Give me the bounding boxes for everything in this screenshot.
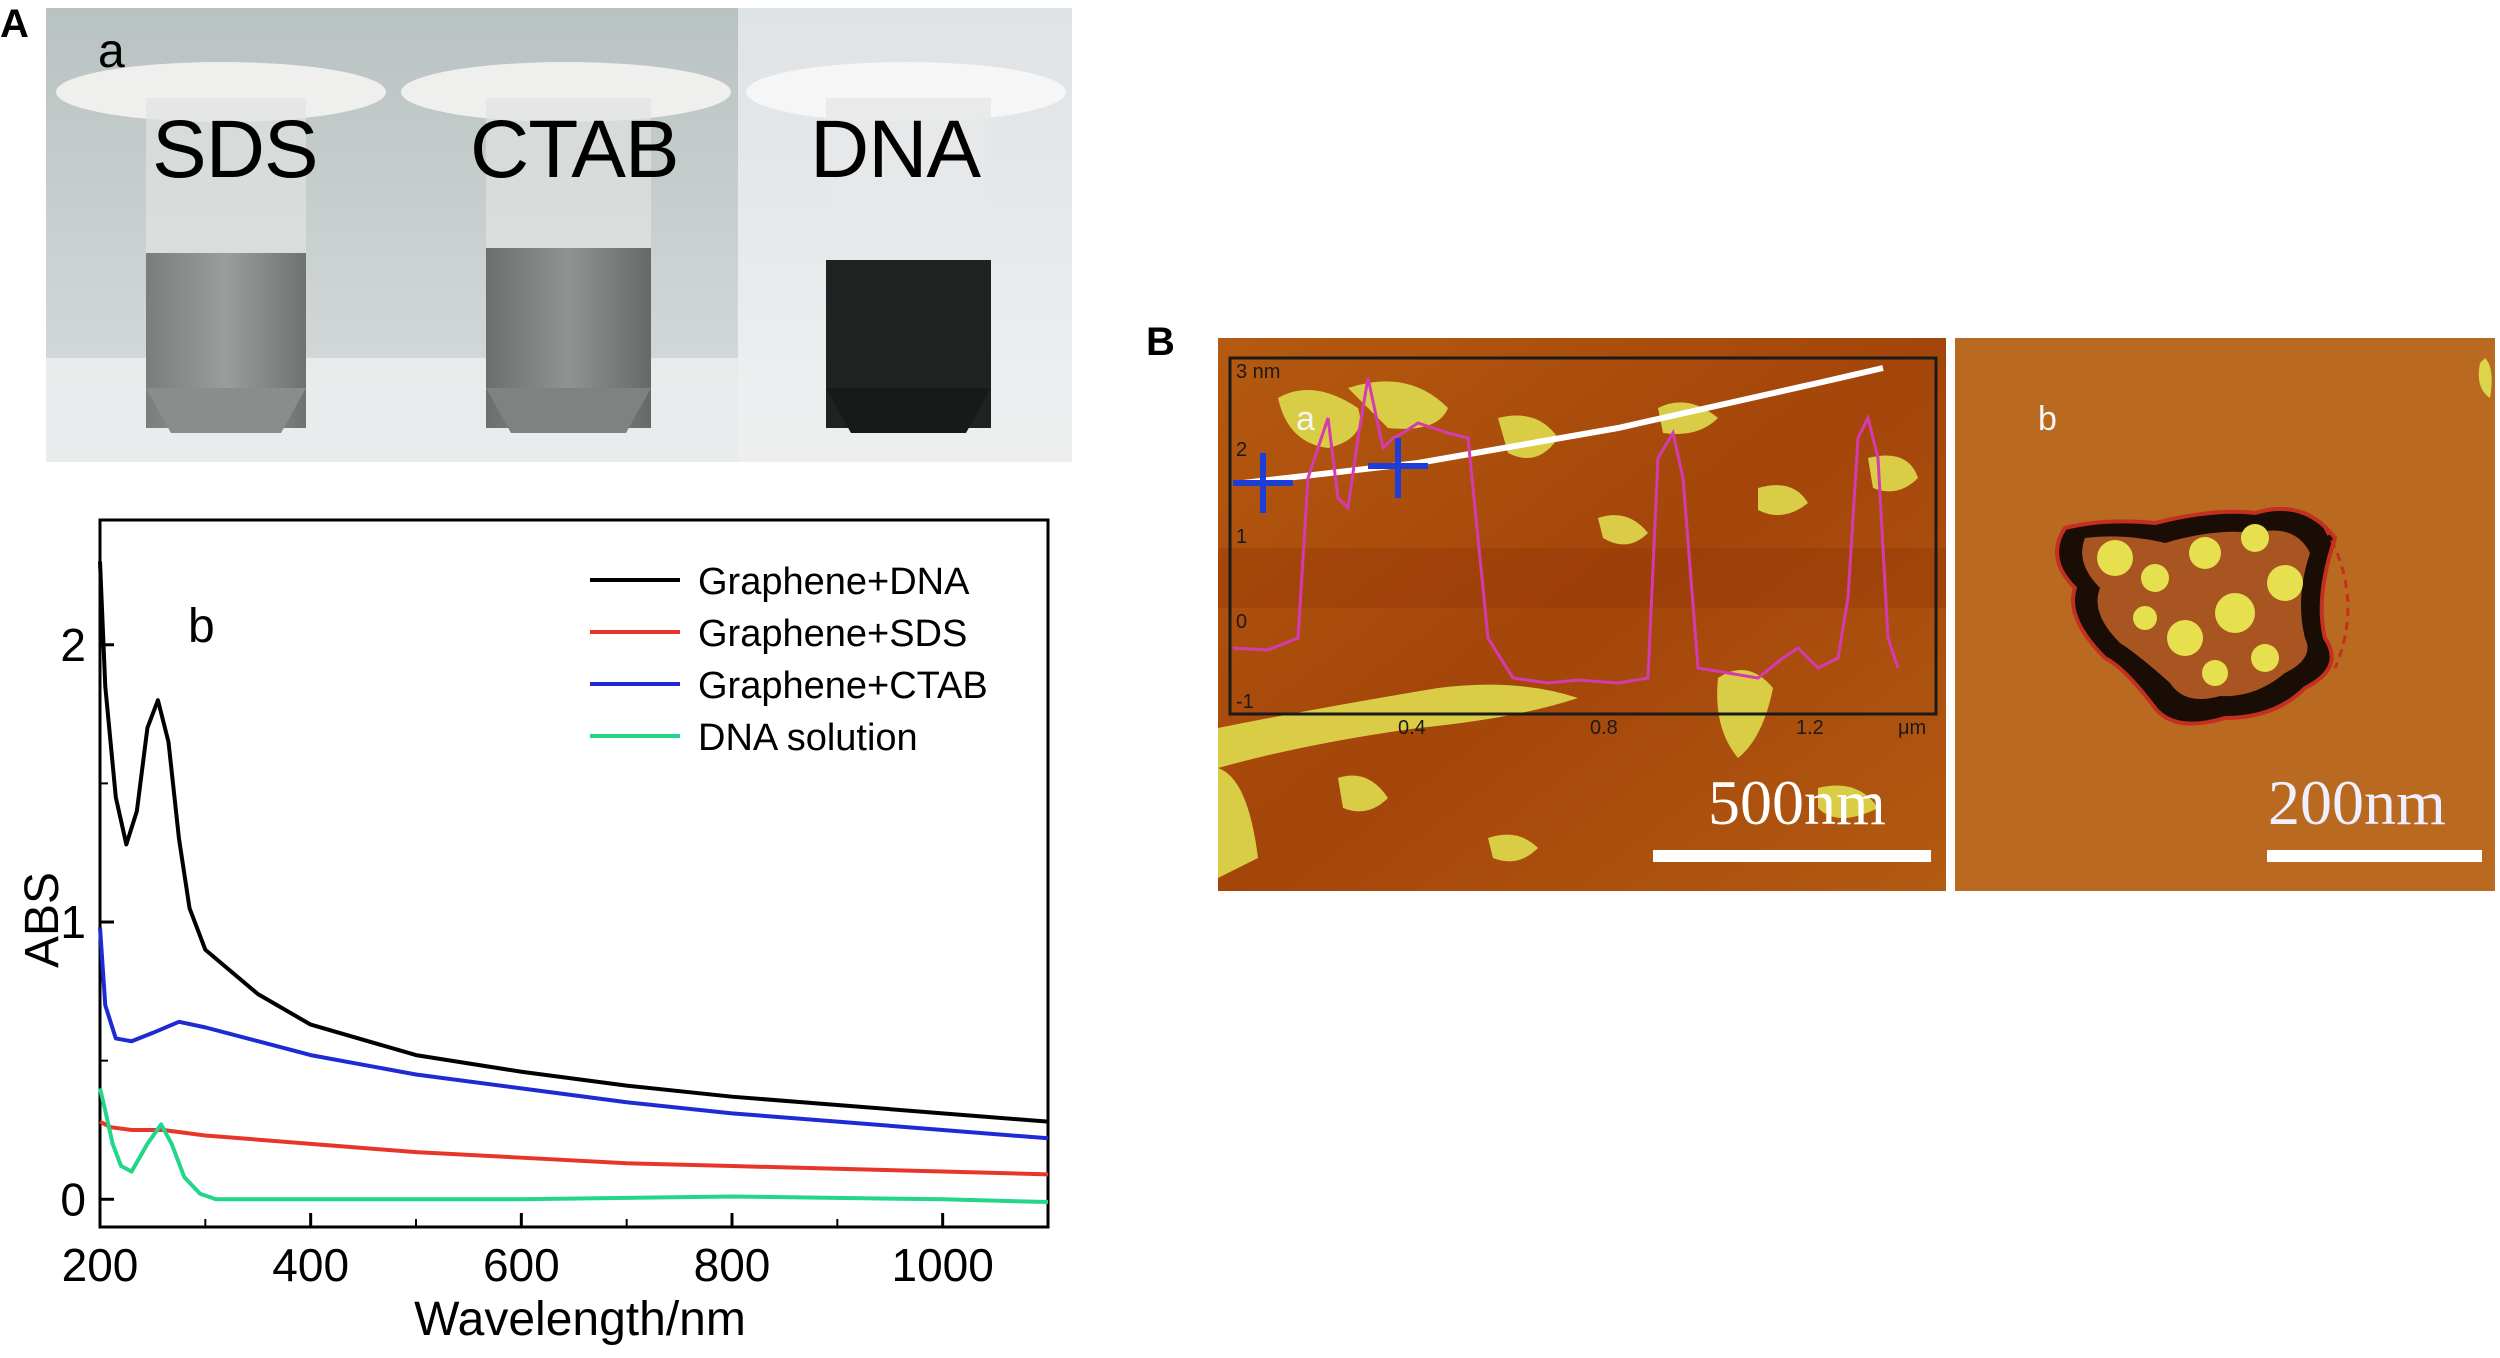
series-line-0 [98,561,1049,1124]
tube-photo: a SDS CTAB DNA [46,8,1072,462]
legend-label-0: Graphene+DNA [698,561,970,603]
y-tick-label: 0 [60,1173,86,1225]
x-tick-label: 400 [272,1239,349,1291]
profile-x-tick-04: 0.4 [1398,717,1426,739]
profile-x-unit: μm [1898,717,1926,739]
panel-letter-a: A [0,2,29,46]
profile-y-tick-neg1: -1 [1236,691,1254,713]
x-tick-label: 800 [694,1239,771,1291]
series-line-3 [98,1087,1049,1205]
panel-letter-b: B [1146,320,1175,364]
afm-a-drawing: 3 nm 2 1 0 -1 0.4 0.8 1.2 μm [1218,338,1946,891]
scale-bar-a [1653,850,1931,862]
profile-x-tick-08: 0.8 [1590,717,1618,739]
afm-b-sublabel: b [2038,400,2057,438]
photo-sublabel: a [98,25,125,78]
afm-image-a: 3 nm 2 1 0 -1 0.4 0.8 1.2 μm a 500nm [1218,338,1946,891]
legend-label-2: Graphene+CTAB [698,665,988,707]
scale-bar-b [2267,850,2482,862]
y-tick-label: 1 [60,896,86,948]
x-tick-label: 600 [483,1239,560,1291]
legend: Graphene+DNA Graphene+SDS Graphene+CTAB DNA… [590,561,988,759]
plot-frame [98,518,1050,1229]
chart-sublabel: b [188,600,215,653]
x-tick-label: 1000 [891,1239,993,1291]
scale-text-a: 500nm [1708,767,1886,838]
tube-label-ctab: CTAB [470,104,680,195]
profile-y-tick-2: 2 [1236,439,1247,461]
legend-label-3: DNA solution [698,717,918,759]
x-axis-label: Wavelength/nm [414,1293,746,1346]
tube-label-sds: SDS [152,104,319,195]
tube-label-dna: DNA [810,104,981,195]
series-line-2 [98,927,1049,1141]
y-axis-label: ABS [16,872,69,968]
profile-y-tick-0: 0 [1236,611,1247,633]
series-line-1 [99,1119,1049,1177]
profile-x-tick-12: 1.2 [1796,717,1824,739]
absorbance-chart: 200 400 600 800 1000 0 1 2 ABS Wavelength/nm b… [16,518,1050,1346]
legend-label-1: Graphene+SDS [698,613,967,655]
profile-y-tick-3: 3 nm [1236,361,1280,383]
scale-text-b: 200nm [2268,767,2446,838]
tube-photo-drawing [46,8,1072,462]
y-tick-label: 2 [60,619,86,671]
afm-b-drawing [1955,338,2495,891]
profile-y-tick-1: 1 [1236,526,1247,548]
x-tick-label: 200 [62,1239,139,1291]
afm-a-sublabel: a [1296,400,1315,438]
afm-image-b: b 200nm [1955,338,2495,891]
